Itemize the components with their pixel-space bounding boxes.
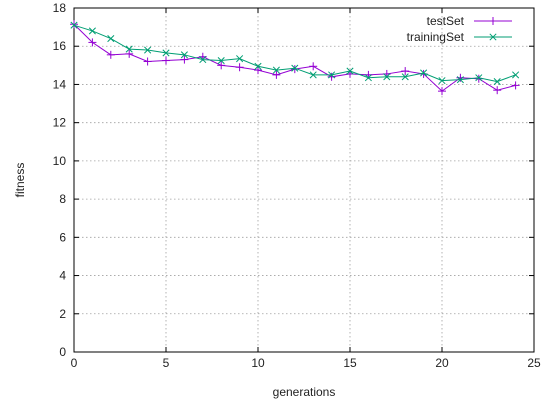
data-point [235,63,244,72]
y-tick-label: 0 [59,345,66,359]
data-point [199,56,207,64]
y-tick-label: 8 [59,192,66,206]
data-point [106,50,115,59]
data-point [144,46,152,54]
data-point [401,73,409,81]
data-point [291,64,299,72]
series-trainingSet [70,21,520,86]
y-tick-label: 18 [53,1,67,15]
data-point [401,67,410,76]
data-point [364,74,372,82]
data-point [125,49,134,58]
data-point [383,73,391,81]
data-point [420,69,428,77]
data-point [88,27,96,35]
y-tick-label: 2 [59,307,66,321]
data-point [217,57,225,65]
data-point [456,73,465,82]
data-point [475,74,483,82]
legend-entry: testSet [427,14,512,28]
x-tick-label: 0 [71,356,78,370]
data-point [511,81,520,90]
axes: 0 5 10 15 20 25 0 2 4 6 8 10 12 14 16 18 [53,1,541,370]
data-point [88,38,97,47]
y-tick-label: 12 [53,116,67,130]
x-tick-label: 10 [251,356,265,370]
data-point [254,62,262,70]
legend-marker [489,33,497,41]
legend-entry: trainingSet [407,30,512,44]
y-tick-label: 10 [53,154,67,168]
data-point [438,87,446,96]
data-point [272,66,280,74]
data-point [70,20,78,29]
legend-marker [489,17,497,25]
data-point [143,57,152,66]
x-tick-label: 20 [435,356,449,370]
data-point [512,71,520,79]
y-tick-label: 14 [53,77,67,91]
data-point [272,70,281,79]
grid [74,8,534,352]
y-tick-label: 4 [59,269,66,283]
data-point [180,55,189,64]
data-point [254,66,262,75]
legend: testSet trainingSet [407,14,512,44]
x-tick-label: 5 [163,356,170,370]
data-point [125,45,133,53]
x-tick-label: 15 [343,356,357,370]
data-point [162,49,170,57]
data-point [217,61,226,70]
data-point [493,78,501,86]
data-point [438,77,446,85]
y-tick-label: 16 [53,39,67,53]
data-point [456,76,464,84]
y-tick-label: 6 [59,230,66,244]
data-point [346,67,354,75]
y-axis-label: fitness [13,163,27,198]
x-axis-label: generations [273,385,336,399]
data-point [162,56,170,65]
data-point [328,71,336,79]
data-point [309,71,317,79]
data-point [70,21,78,29]
legend-label: trainingSet [407,30,465,44]
plot-frame [73,7,535,353]
legend-label: testSet [427,14,465,28]
data-point [107,35,115,43]
data-point [180,51,188,59]
data-point [309,62,318,71]
data-point [236,55,244,63]
x-tick-label: 25 [527,356,541,370]
data-point [493,86,502,95]
data-point [327,72,336,81]
series-layer [70,20,520,96]
